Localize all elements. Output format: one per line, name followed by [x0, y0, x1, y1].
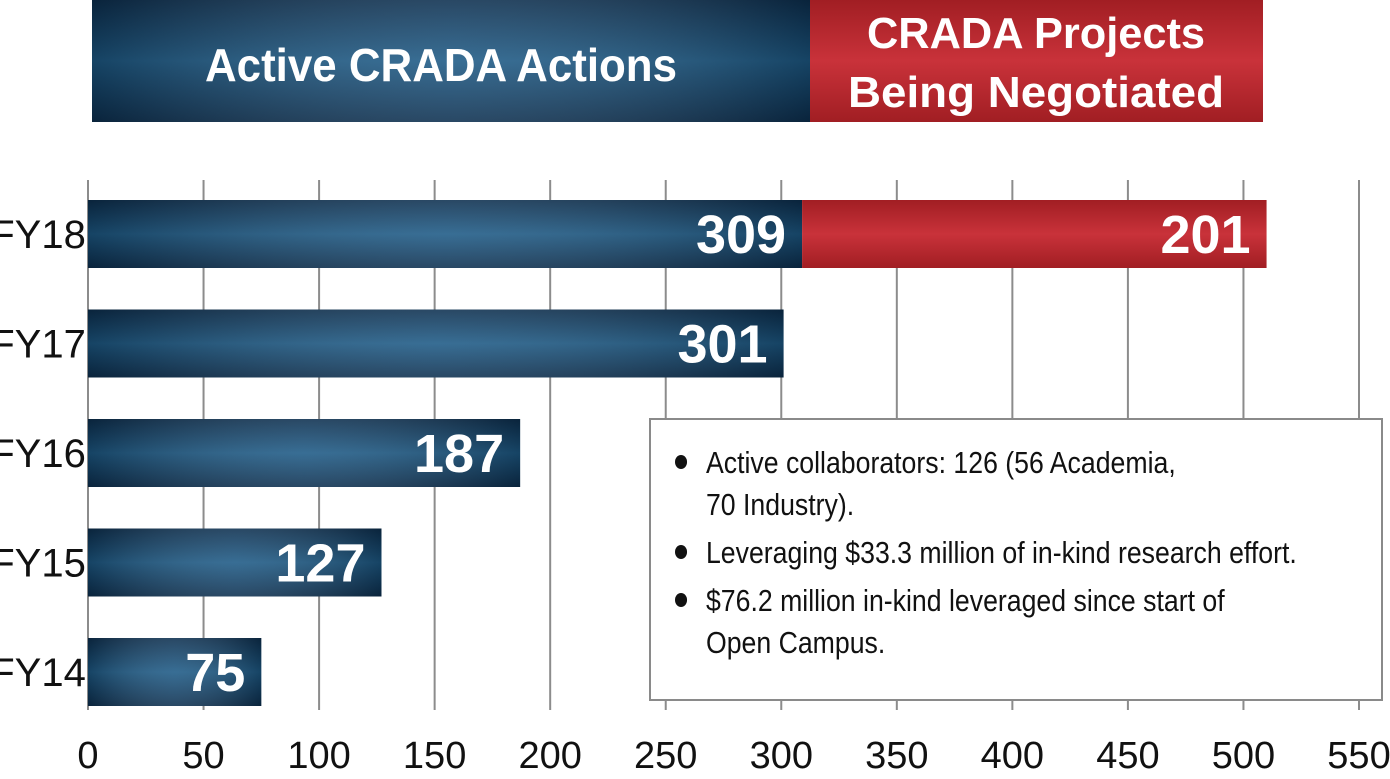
- note-line: $76.2 million in-kind leveraged since st…: [705, 583, 1225, 618]
- x-tick-label: 500: [1212, 735, 1275, 777]
- legend-active-shade: [92, 0, 810, 122]
- note-line: Leveraging $33.3 million of in-kind rese…: [705, 535, 1297, 570]
- legend-active-label: Active CRADA Actions: [205, 39, 677, 91]
- note-line: 70 Industry).: [705, 487, 855, 522]
- x-tick-label: 300: [750, 735, 813, 777]
- legend-negotiated-swatch: [810, 0, 1263, 122]
- x-tick-label: 150: [403, 735, 466, 777]
- bullet-icon: [675, 455, 688, 469]
- note-line: Open Campus.: [705, 625, 886, 660]
- notes-box: Active collaborators: 126 (56 Academia, …: [649, 418, 1383, 701]
- x-tick-label: 250: [634, 735, 697, 777]
- note-item: Active collaborators: 126 (56 Academia, …: [675, 442, 1390, 526]
- legend: Active CRADA Actions CRADA Projects Bein…: [92, 0, 1263, 122]
- bars: 309 201 301 187 127 75: [88, 200, 1267, 706]
- bullet-icon: [675, 545, 688, 559]
- bar-active-value-label: 309: [696, 205, 786, 265]
- x-tick-label: 550: [1327, 735, 1390, 777]
- category-label: FY16: [0, 432, 86, 476]
- x-tick-label: 400: [981, 735, 1044, 777]
- category-label: FY17: [0, 323, 86, 367]
- note-line: Active collaborators: 126 (56 Academia,: [705, 445, 1176, 480]
- category-label: FY15: [0, 542, 86, 586]
- category-label: FY14: [0, 651, 86, 695]
- bar-active-shade: [88, 309, 784, 378]
- bar-negotiated: [802, 200, 1267, 268]
- bar-negotiated-value-label: 201: [1160, 205, 1250, 265]
- x-tick-label: 350: [865, 735, 928, 777]
- bar-active-shade: [88, 200, 803, 268]
- bar-active-shade: [88, 638, 262, 706]
- category-label: FY18: [0, 213, 86, 257]
- bar-active-value-label: 127: [275, 534, 365, 594]
- x-tick-label: 450: [1096, 735, 1159, 777]
- bar-active-value-label: 301: [677, 315, 767, 375]
- bar-active-shade: [88, 528, 382, 597]
- bar-active-value-label: 75: [185, 643, 245, 703]
- note-item: Leveraging $33.3 million of in-kind rese…: [675, 532, 1390, 574]
- x-tick-label: 50: [182, 735, 224, 777]
- note-item: $76.2 million in-kind leveraged since st…: [675, 580, 1390, 664]
- x-tick-label: 0: [77, 735, 98, 777]
- bar-active-shade: [88, 419, 521, 487]
- x-tick-label: 200: [518, 735, 581, 777]
- x-tick-label: 100: [287, 735, 350, 777]
- legend-negotiated-label-line2: Being Negotiated: [848, 68, 1224, 117]
- x-axis-ticks: 0 50 100 150 200 250 300 350 400 450 500 550: [77, 735, 1390, 777]
- bar-active-value-label: 187: [414, 424, 504, 484]
- legend-negotiated-label-line1: CRADA Projects: [867, 9, 1205, 58]
- category-labels: FY18 FY17 FY16 FY15 FY14: [0, 213, 86, 695]
- bullet-icon: [675, 593, 688, 607]
